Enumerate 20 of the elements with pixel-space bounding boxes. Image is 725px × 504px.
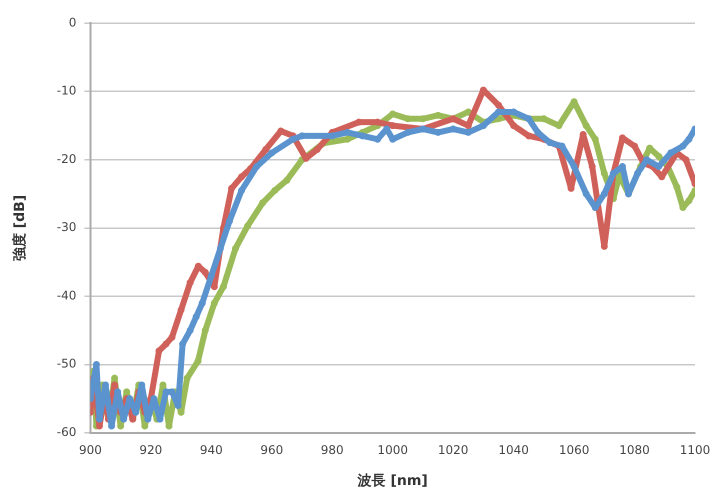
y-tick-label: -20 [56, 152, 76, 166]
x-tick-label: 1020 [438, 443, 468, 458]
x-tick-label: 980 [320, 443, 344, 458]
y-tick-label: -10 [56, 84, 76, 98]
x-tick-label: 1000 [377, 443, 408, 458]
y-tick-label: -30 [56, 220, 76, 234]
y-tick-label: -50 [56, 356, 76, 371]
x-tick-label: 1060 [558, 443, 590, 458]
y-tick-label: -40 [56, 288, 76, 302]
y-tick-label: 0 [68, 15, 76, 30]
x-tick-label: 900 [78, 443, 102, 458]
x-tick-label: 960 [260, 443, 284, 458]
x-tick-label: 1100 [680, 443, 710, 458]
x-tick-label: 920 [139, 443, 162, 458]
y-axis-title: 強度 [dB] [11, 194, 28, 262]
x-axis-title: 波長 [nm] [356, 473, 428, 490]
x-tick-label: 940 [200, 443, 223, 458]
x-tick-label: 1040 [498, 443, 529, 458]
x-tick-label: 1080 [619, 443, 650, 458]
y-tick-label: -60 [56, 424, 76, 439]
